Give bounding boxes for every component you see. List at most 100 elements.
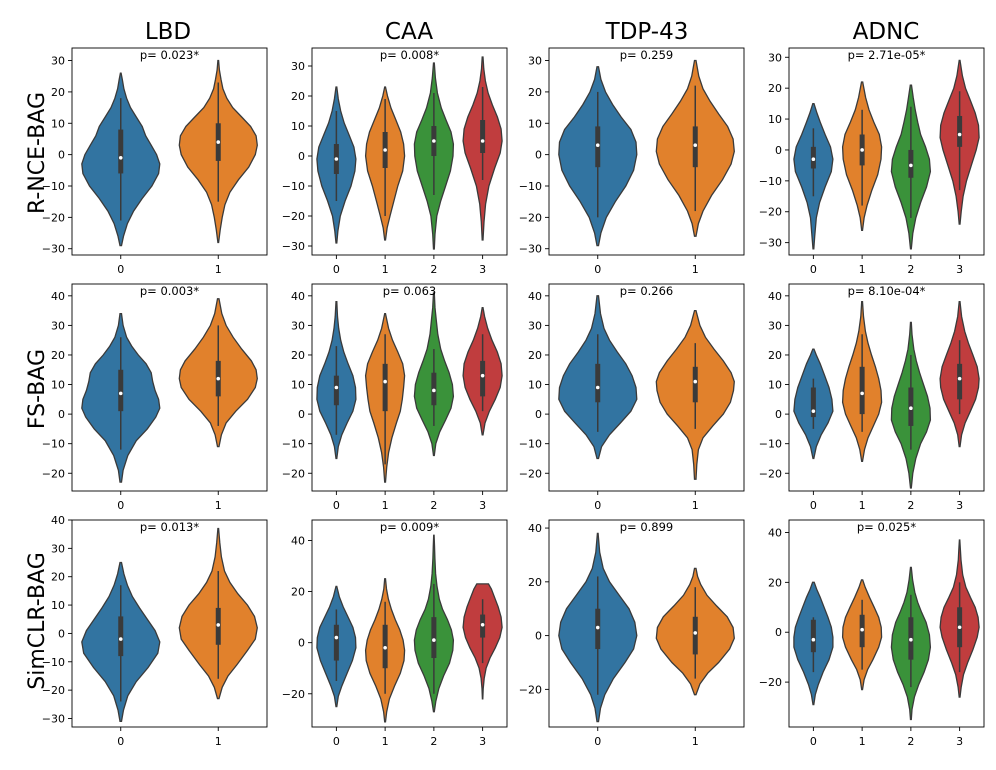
y-tick-label: 40	[768, 526, 782, 539]
column-titles: LBD CAA TDP-43 ADNC	[145, 19, 920, 45]
panel-r-nce-bag-tdp-43: −30 −20 −10 0 10 20 30 0 1 p= 0.259	[519, 47, 745, 276]
violin-1	[364, 578, 406, 723]
iqr-box	[957, 363, 963, 400]
median-dot	[693, 143, 698, 148]
violin-1	[655, 567, 735, 696]
column-title-caa: CAA	[385, 19, 433, 45]
violin-2	[890, 566, 932, 721]
x-tick-label: 1	[859, 499, 866, 512]
median-dot	[595, 625, 600, 630]
violin-3	[939, 301, 980, 448]
y-tick-label: 20	[291, 349, 305, 362]
iqr-box	[810, 619, 816, 653]
p-value-annotation: p= 8.10e-04*	[848, 284, 926, 298]
iqr-box	[859, 366, 865, 415]
y-tick-label: 0	[775, 626, 782, 639]
median-dot	[909, 406, 913, 411]
axes-frame	[71, 519, 268, 728]
y-tick-label: 0	[298, 150, 305, 163]
x-tick-label: 0	[810, 735, 817, 748]
violin-3	[462, 307, 503, 436]
p-value-annotation: p= 0.899	[620, 520, 674, 534]
panel-fs-bag-tdp-43: −20 −10 0 10 20 30 40 0 1 p= 0.266	[519, 283, 745, 512]
violin-1	[841, 81, 883, 231]
x-tick-label: 0	[117, 263, 124, 276]
panel-simclr-bag-tdp-43: −20 0 20 40 0 1 p= 0.899	[519, 519, 745, 748]
y-tick-label: 10	[51, 599, 65, 612]
violin-2	[413, 534, 455, 713]
y-tick-label: 20	[51, 86, 65, 99]
median-dot	[334, 157, 339, 161]
median-dot	[860, 627, 864, 632]
y-tick-label: −30	[42, 712, 65, 725]
y-tick-label: 20	[51, 349, 65, 362]
p-value-annotation: p= 0.008*	[380, 48, 440, 62]
x-tick-label: 3	[479, 499, 486, 512]
violin-0	[558, 295, 638, 460]
y-tick-label: 40	[51, 514, 65, 527]
y-tick-label: −20	[42, 211, 65, 224]
violin-0	[793, 102, 834, 250]
y-tick-label: 30	[768, 51, 782, 64]
median-dot	[432, 139, 436, 143]
x-tick-label: 0	[333, 263, 340, 276]
x-tick-label: 0	[117, 735, 124, 748]
panel-r-nce-bag-adnc: −30 −20 −10 0 10 20 30 0 1 2 3 p= 2.71e-05*	[759, 47, 985, 276]
violin-0	[316, 585, 357, 708]
violin-3	[939, 59, 980, 225]
median-dot	[595, 385, 600, 390]
median-dot	[693, 631, 698, 635]
panel-r-nce-bag-lbd: −30 −20 −10 0 10 20 30 0 1 p= 0.023*	[42, 47, 268, 276]
y-tick-label: 30	[291, 319, 305, 332]
y-tick-label: 30	[51, 319, 65, 332]
y-tick-label: 30	[528, 55, 542, 68]
iqr-box	[118, 616, 124, 657]
median-dot	[216, 140, 221, 144]
y-tick-label: −10	[42, 180, 65, 193]
x-tick-label: 3	[956, 735, 963, 748]
median-dot	[216, 376, 221, 381]
median-dot	[118, 391, 123, 396]
axes-frame	[311, 47, 508, 256]
y-tick-label: −20	[519, 467, 542, 480]
y-tick-label: 30	[768, 319, 782, 332]
y-tick-label: 40	[291, 534, 305, 547]
y-tick-label: 20	[528, 86, 542, 99]
y-tick-label: −10	[282, 438, 305, 451]
y-tick-label: 0	[58, 627, 65, 640]
median-dot	[383, 379, 387, 384]
median-dot	[432, 638, 436, 642]
axes-frame	[71, 47, 268, 256]
median-dot	[957, 376, 962, 381]
p-value-annotation: p= 0.013*	[140, 520, 200, 534]
x-tick-label: 0	[594, 263, 601, 276]
violin-1	[655, 59, 735, 237]
y-tick-label: 10	[51, 117, 65, 130]
median-dot	[909, 637, 913, 642]
median-dot	[383, 645, 387, 650]
violin-2	[890, 84, 932, 250]
row-titles: R-NCE-BAG FS-BAG SimCLR-BAG	[25, 92, 50, 690]
y-tick-label: 0	[58, 408, 65, 421]
y-tick-label: −30	[282, 240, 305, 253]
y-tick-label: 40	[768, 290, 782, 303]
y-tick-label: −20	[282, 210, 305, 223]
y-tick-label: 10	[768, 379, 782, 392]
violin-0	[81, 72, 161, 247]
violin-2	[413, 292, 455, 457]
x-tick-label: 1	[692, 263, 699, 276]
column-title-adnc: ADNC	[853, 19, 920, 45]
iqr-box	[431, 617, 437, 658]
violin-0	[558, 66, 638, 247]
median-dot	[811, 637, 816, 642]
violin-0	[793, 581, 834, 706]
y-tick-label: 20	[528, 349, 542, 362]
axes-frame	[311, 519, 508, 728]
x-tick-label: 3	[479, 735, 486, 748]
x-tick-label: 2	[430, 263, 437, 276]
y-tick-label: 20	[528, 576, 542, 589]
median-dot	[957, 132, 962, 137]
p-value-annotation: p= 0.025*	[857, 520, 917, 534]
y-tick-label: −20	[282, 467, 305, 480]
y-tick-label: 10	[291, 120, 305, 133]
